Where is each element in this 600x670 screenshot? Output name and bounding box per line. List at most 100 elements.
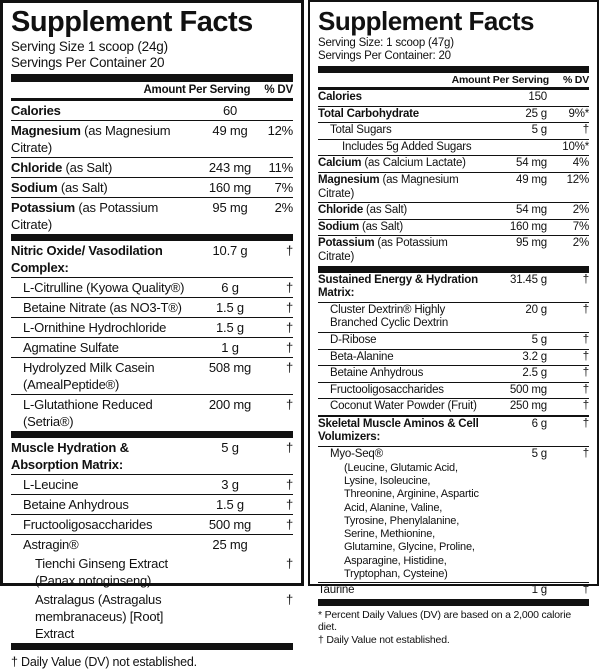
nutrient-row: Sodium (as Salt) 160 mg 7% — [11, 177, 293, 197]
nutrient-name: Sodium — [318, 220, 359, 233]
nutrient-detail: (as Salt) — [366, 204, 408, 217]
nutrient-cell: Potassium (as Potassium Citrate) — [318, 237, 483, 264]
nutrient-name: Calories — [11, 103, 61, 118]
nutrient-row: Calories 60 — [11, 101, 293, 120]
nutrient-name: L-Ornithine Hydrochloride — [23, 320, 167, 335]
serving-size: Serving Size: 1 scoop (47g) — [318, 37, 454, 49]
nutrient-cell: Calcium (as Calcium Lactate) — [318, 157, 483, 171]
footnote: † Daily Value not established. — [318, 633, 450, 646]
daily-value: † — [285, 556, 293, 571]
amount: 5 g — [531, 124, 548, 137]
nutrient-name: Total Sugars — [330, 124, 392, 137]
daily-value: † — [285, 397, 293, 412]
nutrient-cell: L-Leucine — [11, 476, 197, 493]
amount: 500 mg — [509, 383, 547, 396]
daily-value: † — [285, 243, 293, 258]
nutrient-name: Betaine Anhydrous — [330, 367, 424, 380]
nutrient-row: Magnesium (as Magnesium Citrate) 49 mg 12% — [11, 120, 293, 157]
amount: 25 mg — [212, 537, 248, 552]
nutrient-cell: L-Ornithine Hydrochloride — [11, 319, 197, 336]
amount: 243 mg — [208, 160, 252, 175]
amount: 25 g — [525, 107, 547, 120]
daily-value: 9%* — [568, 107, 590, 120]
header-dv: % DV — [562, 74, 589, 86]
daily-value: 4% — [572, 157, 589, 170]
header-row: Amount Per Serving % DV — [318, 73, 589, 90]
nutrient-name: Beta-Alanine — [330, 350, 394, 363]
amount: 6 g — [221, 280, 239, 295]
daily-value: † — [582, 124, 589, 137]
header-amount: Amount Per Serving — [143, 84, 251, 96]
nutrient-row: L-Citrulline (Kyowa Quality®) 6 g † — [11, 277, 293, 297]
nutrient-row: L-Ornithine Hydrochloride 1.5 g † — [11, 317, 293, 337]
daily-value: † — [285, 360, 293, 375]
rows: Calories 60 Magnesium (as Magnesium Citrat… — [11, 101, 293, 643]
nutrient-cell: Skeletal Muscle Aminos & Cell Volumizers… — [318, 418, 483, 445]
daily-value: † — [285, 300, 293, 315]
nutrient-name: Skeletal Muscle Aminos & Cell Volumizers… — [318, 417, 479, 444]
amount: 3.2 g — [522, 350, 547, 363]
nutrient-name: Magnesium — [318, 173, 380, 186]
servings: Servings Per Container: 20 — [318, 50, 451, 62]
amount: 2.5 g — [522, 367, 547, 380]
nutrient-detail: (as Potassium Citrate) — [11, 200, 159, 232]
nutrient-name: Chloride — [318, 204, 364, 217]
nutrient-row: Magnesium (as Magnesium Citrate) 49 mg 12% — [318, 171, 589, 202]
daily-value: 2% — [274, 200, 294, 215]
nutrient-row: Includes 5g Added Sugars 10%* — [318, 138, 589, 156]
nutrient-name: Nitric Oxide/ Vasodilation Complex: — [11, 243, 163, 275]
daily-value: † — [285, 340, 293, 355]
nutrient-row: Calcium (as Calcium Lactate) 54 mg 4% — [318, 155, 589, 172]
amount: 250 mg — [509, 400, 547, 413]
nutrient-cell: D-Ribose — [318, 334, 483, 348]
nutrient-row: Total Sugars 5 g † — [318, 122, 589, 139]
daily-value: † — [285, 517, 293, 532]
nutrient-detail: (as Salt) — [60, 180, 108, 195]
amount: 3 g — [221, 477, 239, 492]
amount: 49 mg — [212, 123, 248, 138]
nutrient-name: Includes 5g Added Sugars — [342, 140, 472, 153]
amount: 10.7 g — [212, 243, 248, 258]
nutrient-cell: Chloride (as Salt) — [11, 159, 197, 176]
nutrient-cell: Tienchi Ginseng Extract (Panax notoginse… — [11, 555, 197, 589]
nutrient-detail: (as Potassium Citrate) — [318, 237, 448, 263]
nutrient-row: Taurine 1 g † — [318, 582, 589, 599]
nutrient-row: Sustained Energy & Hydration Matrix: 31.4… — [318, 265, 589, 302]
nutrient-detail: (as Salt) — [65, 160, 113, 175]
nutrient-row: Skeletal Muscle Aminos & Cell Volumizers… — [318, 414, 589, 446]
nutrient-detail: (as Salt) — [361, 220, 403, 233]
amount: 508 mg — [208, 360, 252, 375]
daily-value: † — [582, 448, 589, 461]
nutrient-cell: Agmatine Sulfate — [11, 339, 197, 356]
nutrient-row: Nitric Oxide/ Vasodilation Complex: 10.7 … — [11, 234, 293, 277]
amount: 1.5 g — [216, 300, 244, 315]
panel-title: Supplement Facts — [318, 6, 534, 36]
nutrient-cell: Fructooligosaccharides — [11, 516, 197, 533]
nutrient-row: Potassium (as Potassium Citrate) 95 mg 2% — [318, 235, 589, 265]
daily-value: † — [285, 280, 293, 295]
nutrient-cell: L-Glutathione Reduced (Setria®) — [11, 396, 197, 430]
amount: 6 g — [531, 417, 548, 430]
nutrient-cell: Fructooligosaccharides — [318, 384, 483, 398]
nutrient-cell: Betaine Anhydrous — [318, 367, 483, 381]
daily-value: 2% — [572, 237, 589, 250]
nutrient-name: Muscle Hydration & Absorption Matrix: — [11, 440, 129, 472]
thick-bar — [318, 66, 589, 73]
nutrient-name: Total Carbohydrate — [318, 107, 419, 120]
footnotes: * Percent Daily Values (DV) are based on… — [318, 598, 589, 647]
nutrient-name: Potassium — [318, 237, 375, 250]
nutrient-cell: Astragin® — [11, 536, 197, 553]
nutrient-cell: L-Citrulline (Kyowa Quality®) — [11, 279, 197, 296]
amount: 1.5 g — [216, 497, 244, 512]
daily-value: † — [285, 320, 293, 335]
amount: 54 mg — [516, 204, 547, 217]
nutrient-row: Muscle Hydration & Absorption Matrix: 5 g… — [11, 431, 293, 474]
nutrient-name: Calories — [318, 91, 362, 103]
nutrient-cell: Taurine — [318, 584, 483, 598]
nutrient-cell: Betaine Nitrate (as NO3-T®) — [11, 299, 197, 316]
nutrient-name: Sustained Energy & Hydration Matrix: — [318, 273, 478, 300]
nutrient-cell: Muscle Hydration & Absorption Matrix: — [11, 439, 197, 473]
amount: 160 mg — [208, 180, 252, 195]
